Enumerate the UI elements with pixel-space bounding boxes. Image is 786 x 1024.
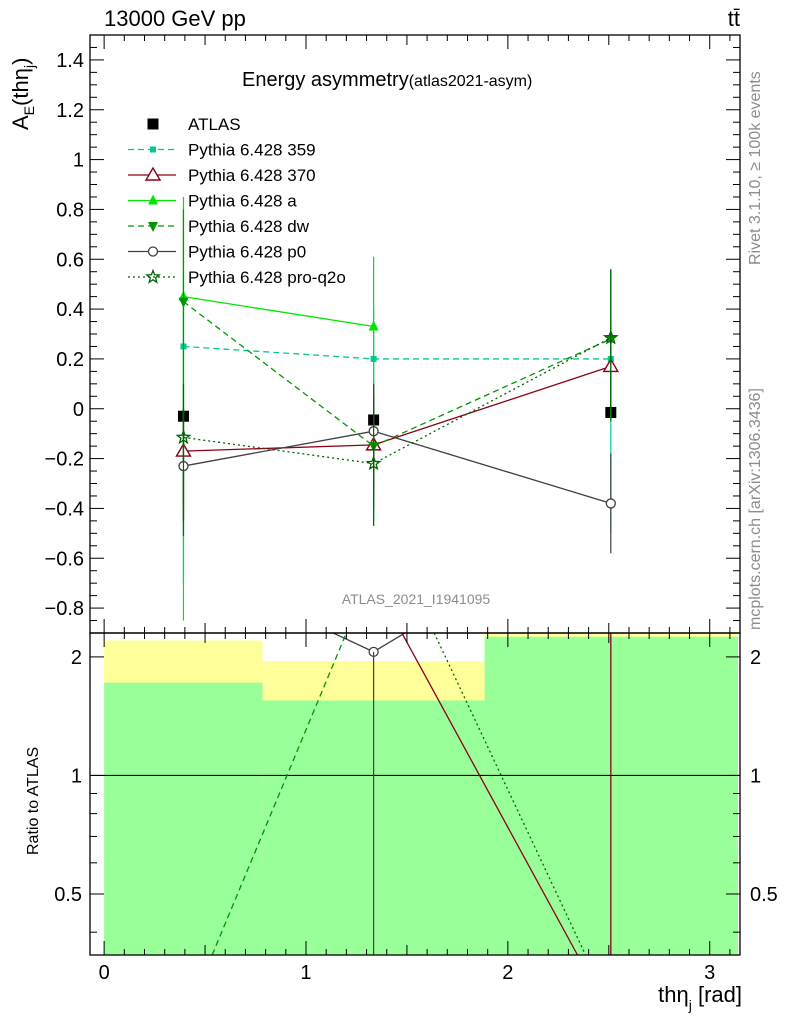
series-point-6-0 — [175, 428, 192, 445]
legend-label-1: Pythia 6.428 359 — [188, 141, 316, 160]
series-2 — [175, 346, 620, 521]
main-y-label-rest: (thη — [8, 68, 33, 106]
ratio-line-0 — [211, 632, 347, 956]
ratio-line-2 — [401, 632, 579, 956]
main-ytick-label: −0.4 — [45, 498, 84, 520]
legend-marker-0 — [147, 118, 159, 130]
series-point-3-1 — [368, 320, 379, 331]
series-point-6-1 — [365, 455, 382, 471]
x-axis-label-base: thη — [658, 982, 689, 1007]
axes: −0.8 −0.6 −0.4 −0.2 0 0.2 0.4 0.6 0.8 1 1.2 1.4 0 1 2 3… — [45, 34, 778, 984]
legend-marker-4 — [148, 222, 158, 232]
legend-label-3: Pythia 6.428 a — [188, 192, 297, 211]
main-title: Energy asymmetry(atlas2021-asym) — [242, 69, 532, 91]
main-y-label-a: A — [8, 115, 33, 130]
series-6 — [175, 269, 619, 526]
ratio-line-3 — [433, 632, 587, 956]
ratio-xtick-label: 0 — [99, 962, 110, 984]
legend-marker-3 — [148, 194, 158, 205]
main-ytick-label: 0.2 — [56, 349, 84, 371]
ratio-xtick-label: 1 — [300, 962, 311, 984]
ratio-ytick-label-right: 2 — [750, 647, 761, 669]
analysis-id: ATLAS_2021_I1941095 — [342, 591, 491, 607]
legend-label-5: Pythia 6.428 p0 — [188, 243, 306, 262]
ratio-xtick-label: 2 — [502, 962, 513, 984]
ratio-band-green-0 — [104, 682, 263, 955]
ratio-ytick-label-right: 0.5 — [750, 884, 778, 906]
ratio-y-label: Ratio to ATLAS — [25, 747, 42, 855]
ratio-frame — [89, 632, 741, 956]
legend-label-0: ATLAS — [188, 115, 241, 134]
legend-label-2: Pythia 6.428 370 — [188, 166, 316, 185]
series-line-3 — [183, 295, 374, 328]
main-ytick-label: −0.6 — [45, 548, 84, 570]
legend-marker-6 — [145, 268, 161, 284]
ratio-ytick-label-right: 1 — [750, 765, 761, 787]
x-axis-label-sub: j — [688, 997, 692, 1013]
ratio-xtick-label: 3 — [704, 962, 715, 984]
main-ytick-label: −0.8 — [45, 598, 84, 620]
series-point-4-0 — [178, 297, 189, 308]
series-line-4 — [183, 301, 612, 447]
legend-label-4: Pythia 6.428 dw — [188, 217, 310, 236]
series-1 — [180, 271, 614, 584]
main-title-text: Energy asymmetry — [242, 69, 409, 91]
legend-marker-1 — [150, 146, 156, 153]
legend: ATLAS Pythia 6.428 359 Pythia 6.428 370 Pyt… — [128, 115, 346, 287]
main-ytick-label: −0.2 — [45, 449, 84, 471]
series-line-1 — [183, 345, 611, 360]
legend-marker-2 — [144, 166, 162, 181]
main-title-suffix: (atlas2021-asym) — [409, 73, 533, 90]
rivet-label: Rivet 3.1.10, ≥ 100k events — [747, 71, 764, 265]
series-5 — [178, 383, 616, 554]
main-y-label-sub2: j — [21, 65, 37, 69]
x-axis-label-rest: [rad] — [692, 982, 742, 1007]
main-y-label-sub: E — [21, 106, 37, 115]
main-ytick-label: 1 — [73, 150, 84, 172]
series-point-5-2 — [605, 498, 616, 509]
x-axis-label: thηj [rad] — [658, 982, 742, 1013]
main-ytick-label: 0 — [73, 399, 84, 421]
main-ytick-label: 1.4 — [56, 50, 84, 72]
series-0 — [177, 406, 617, 426]
mcplots-label: mcplots.cern.ch [arXiv:1306.3436] — [747, 388, 764, 630]
main-ytick-label: 0.6 — [56, 249, 84, 271]
header-left: 13000 GeV pp — [104, 6, 246, 31]
main-y-label: AE(thηj) — [8, 58, 37, 130]
main-ytick-label: 0.8 — [56, 199, 84, 221]
ratio-ytick-label-left: 1 — [71, 765, 82, 787]
header-right: tt̄ — [728, 6, 740, 31]
main-plot — [175, 196, 620, 621]
ratio-plot — [90, 632, 740, 956]
legend-marker-5 — [147, 246, 159, 257]
series-line-6 — [183, 337, 612, 465]
legend-label-6: Pythia 6.428 pro-q2o — [188, 268, 346, 287]
ratio-line-1 — [332, 632, 406, 653]
main-ytick-label: 1.2 — [56, 100, 84, 122]
series-point-6-2 — [602, 329, 619, 345]
ratio-ytick-label-left: 2 — [71, 647, 82, 669]
ratio-ytick-label-left: 0.5 — [54, 884, 82, 906]
main-ytick-label: 0.4 — [56, 299, 84, 321]
series-line-5 — [183, 430, 611, 505]
main-y-label-end: ) — [8, 58, 33, 65]
